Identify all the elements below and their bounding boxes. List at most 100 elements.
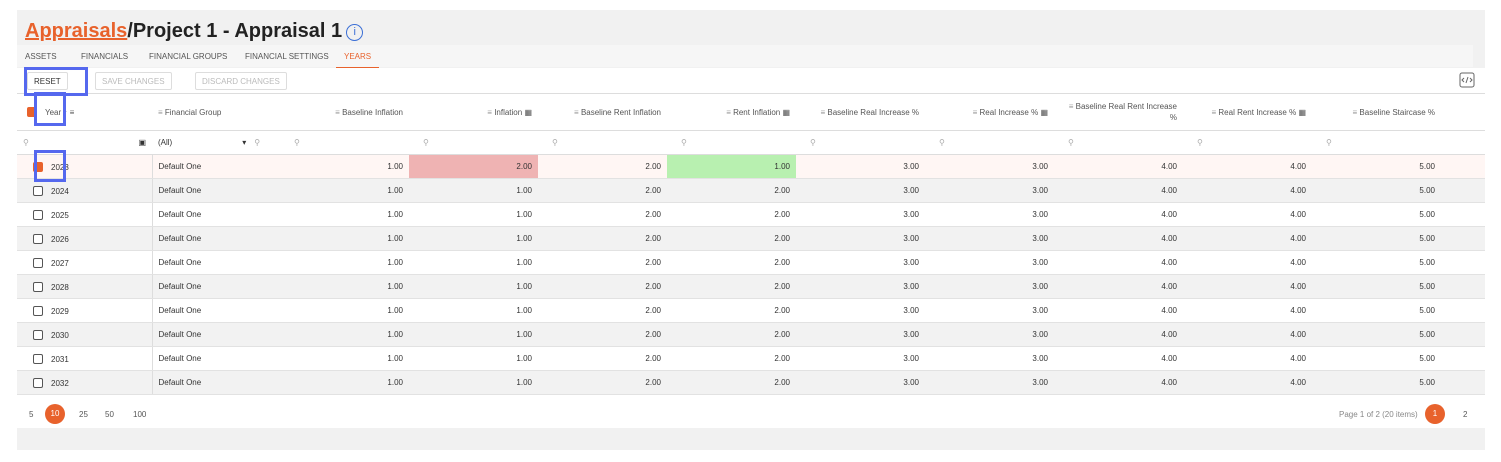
cell[interactable]: 2.00 xyxy=(667,370,796,395)
cell[interactable]: 5.00 xyxy=(1312,370,1441,395)
cell[interactable]: 1.00 xyxy=(280,226,409,251)
filter-icon[interactable]: ≡ xyxy=(335,107,343,117)
cell[interactable]: 3.00 xyxy=(925,346,1054,371)
filter-cell[interactable]: (All) ▾ ⚲ xyxy=(152,130,280,155)
cell[interactable]: 4.00 xyxy=(1054,322,1183,347)
cell[interactable]: 4.00 xyxy=(1183,250,1312,275)
cell[interactable]: 5.00 xyxy=(1312,226,1441,251)
filter-icon[interactable]: ≡ xyxy=(574,107,581,117)
export-icon[interactable] xyxy=(1459,72,1475,88)
cell[interactable]: 1.00 xyxy=(280,370,409,395)
column-header[interactable]: ≡ Baseline Rent Inflation xyxy=(538,93,667,131)
cell[interactable]: 5.00 xyxy=(1312,346,1441,371)
cell[interactable]: 2.00 xyxy=(538,274,667,299)
cell[interactable]: 1.00 xyxy=(409,274,538,299)
cell[interactable]: 5.00 xyxy=(1312,202,1441,227)
tab[interactable]: FINANCIALS xyxy=(81,52,129,61)
calc-icon[interactable]: ▦ xyxy=(780,107,790,117)
column-header[interactable]: ≡ Inflation ▦ xyxy=(409,93,538,131)
row-checkbox[interactable] xyxy=(33,377,43,388)
filter-cell[interactable] xyxy=(1441,130,1485,155)
select-all-checkbox[interactable] xyxy=(27,107,37,117)
calendar-icon[interactable]: ▣ xyxy=(138,138,146,147)
cell[interactable]: 3.00 xyxy=(796,178,925,203)
column-header[interactable]: ≡ Real Rent Increase % ▦ xyxy=(1183,93,1312,131)
cell[interactable]: 2.00 xyxy=(538,226,667,251)
cell[interactable]: 2.00 xyxy=(667,178,796,203)
cell[interactable]: 4.00 xyxy=(1183,322,1312,347)
cell[interactable]: 5.00 xyxy=(1312,322,1441,347)
cell[interactable]: 3.00 xyxy=(925,250,1054,275)
filter-cell[interactable]: ⚲ xyxy=(667,130,796,155)
page-size[interactable]: 5 xyxy=(29,410,34,419)
page-size[interactable]: 50 xyxy=(105,410,114,419)
cell[interactable]: 2.00 xyxy=(667,202,796,227)
cell[interactable]: 2.00 xyxy=(667,322,796,347)
cell[interactable]: 4.00 xyxy=(1054,178,1183,203)
breadcrumb-link[interactable]: Appraisals xyxy=(25,20,128,42)
cell[interactable]: 4.00 xyxy=(1183,202,1312,227)
cell[interactable]: 4.00 xyxy=(1183,178,1312,203)
cell[interactable]: 3.00 xyxy=(796,370,925,395)
filter-cell[interactable]: ⚲ xyxy=(796,130,925,155)
cell[interactable]: 4.00 xyxy=(1183,226,1312,251)
cell[interactable]: 2.00 xyxy=(667,346,796,371)
filter-icon[interactable]: ≡ xyxy=(972,107,980,117)
cell[interactable]: 2.00 xyxy=(538,370,667,395)
filter-cell[interactable]: ⚲ xyxy=(280,130,409,155)
filter-icon[interactable]: ≡ xyxy=(158,107,165,117)
sort-icon[interactable]: ↑ ≡ xyxy=(61,108,75,117)
cell[interactable]: 2.00 xyxy=(409,154,538,179)
cell[interactable]: 3.00 xyxy=(925,370,1054,395)
cell[interactable]: 1.00 xyxy=(409,370,538,395)
filter-icon[interactable]: ≡ xyxy=(1352,107,1360,117)
cell[interactable]: 2.00 xyxy=(667,226,796,251)
column-header[interactable]: Year ↑ ≡ xyxy=(17,93,152,131)
cell[interactable]: 1.00 xyxy=(280,154,409,179)
cell[interactable]: 3.00 xyxy=(925,226,1054,251)
cell[interactable]: 5.00 xyxy=(1312,178,1441,203)
dropdown-icon[interactable]: ▾ xyxy=(242,138,247,147)
filter-icon[interactable]: ≡ xyxy=(726,107,734,117)
column-header[interactable]: ≡ Rent Inflation ▦ xyxy=(667,93,796,131)
cell[interactable]: 3.00 xyxy=(925,178,1054,203)
row-checkbox[interactable] xyxy=(33,161,43,172)
cell[interactable]: 1.00 xyxy=(280,298,409,323)
column-header[interactable]: ≡ Real Increase % ▦ xyxy=(925,93,1054,131)
cell[interactable]: 4.00 xyxy=(1054,274,1183,299)
filter-cell[interactable]: ⚲ xyxy=(1054,130,1183,155)
cell[interactable]: 4.00 xyxy=(1183,370,1312,395)
cell[interactable]: 2.00 xyxy=(667,250,796,275)
cell[interactable]: 1.00 xyxy=(280,346,409,371)
cell[interactable]: 4.00 xyxy=(1054,226,1183,251)
page-size[interactable]: 100 xyxy=(133,410,147,419)
cell[interactable]: 4.00 xyxy=(1054,370,1183,395)
column-header[interactable]: ≡ Baseline Real Rent Increase % xyxy=(1054,93,1183,131)
column-header[interactable]: ≡ Baseline Staircase % xyxy=(1312,93,1441,131)
cell[interactable]: 1.00 xyxy=(409,178,538,203)
cell[interactable]: 1.00 xyxy=(409,202,538,227)
cell[interactable]: 2.00 xyxy=(538,298,667,323)
cell[interactable]: 4.00 xyxy=(1183,298,1312,323)
cell[interactable]: 4.00 xyxy=(1054,298,1183,323)
page-size[interactable]: 25 xyxy=(79,410,88,419)
row-checkbox[interactable] xyxy=(33,185,43,196)
cell[interactable]: 3.00 xyxy=(925,322,1054,347)
page-size[interactable]: 10 xyxy=(45,404,65,424)
cell[interactable]: 2.00 xyxy=(667,298,796,323)
tab[interactable]: FINANCIAL SETTINGS xyxy=(245,52,329,61)
cell[interactable]: 3.00 xyxy=(796,298,925,323)
cell[interactable]: 2.00 xyxy=(538,202,667,227)
filter-cell[interactable]: ⚲ xyxy=(1312,130,1441,155)
toolbar-button[interactable]: SAVE CHANGES xyxy=(95,72,172,90)
filter-cell[interactable]: ⚲ xyxy=(538,130,667,155)
cell[interactable]: 5.00 xyxy=(1312,154,1441,179)
info-icon[interactable]: i xyxy=(346,24,364,41)
cell[interactable]: 1.00 xyxy=(280,202,409,227)
row-checkbox[interactable] xyxy=(33,305,43,316)
cell[interactable]: 4.00 xyxy=(1054,154,1183,179)
column-header[interactable]: ≡ Baseline Inflation xyxy=(280,93,409,131)
filter-cell[interactable]: ⚲ xyxy=(925,130,1054,155)
cell[interactable]: 2.00 xyxy=(667,274,796,299)
filter-icon[interactable]: ≡ xyxy=(1068,102,1076,111)
